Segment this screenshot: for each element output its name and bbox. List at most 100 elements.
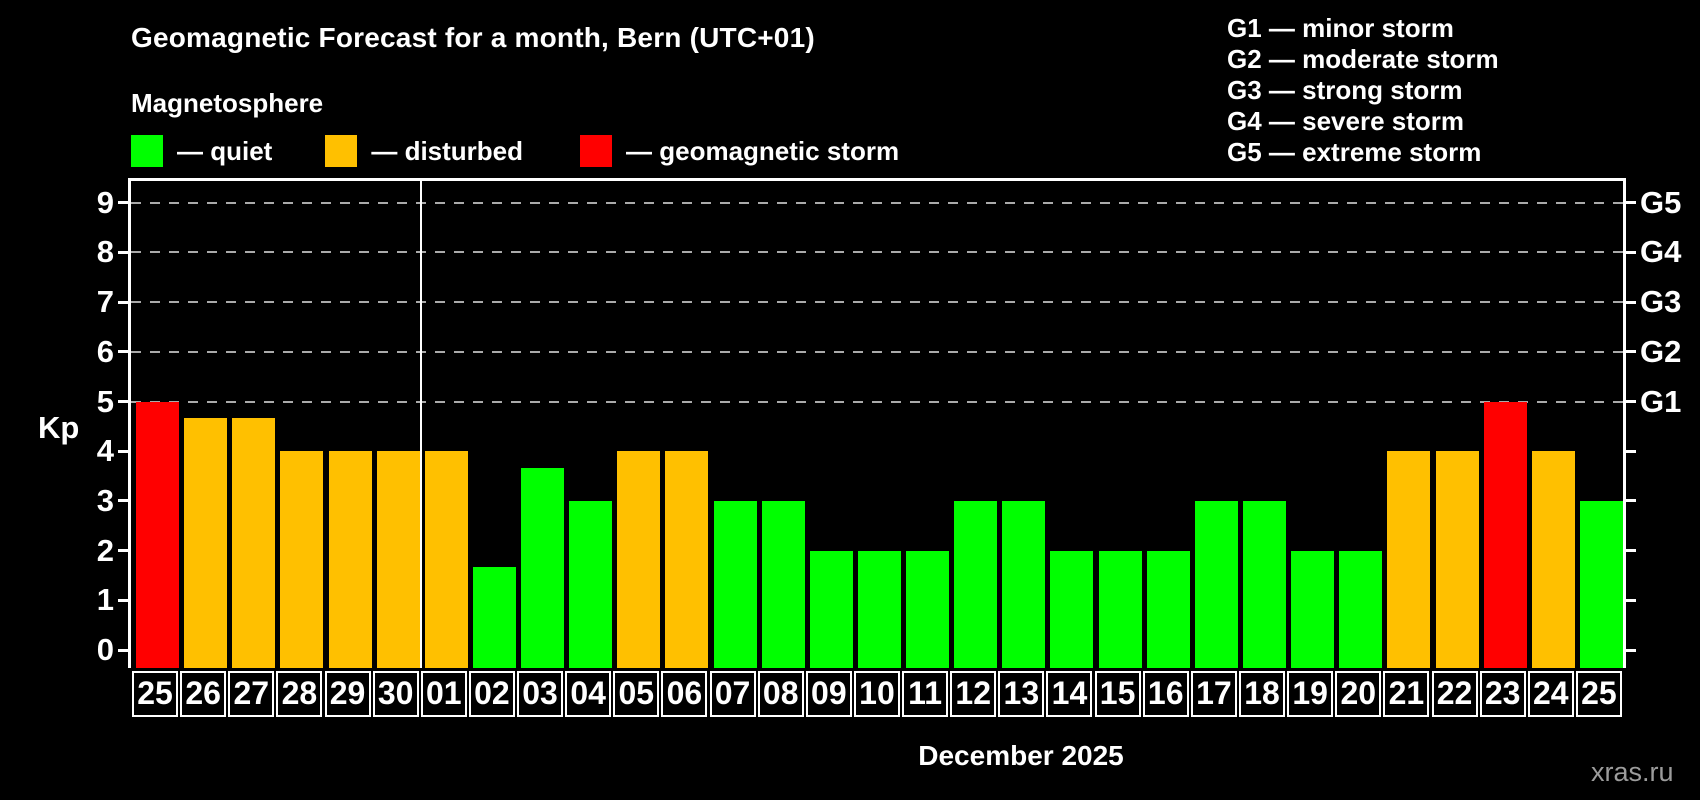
bar-day-04 [569, 500, 613, 668]
x-label-06: 06 [661, 671, 708, 717]
gridline-kp-7 [131, 301, 1623, 304]
x-label-10: 10 [853, 671, 900, 717]
y-tick-right-5 [1626, 400, 1636, 403]
x-label-13: 13 [998, 671, 1045, 717]
bar-day-23 [1483, 401, 1527, 668]
bar-day-05 [617, 451, 661, 668]
bar-day-11 [906, 550, 950, 668]
bar-day-01 [424, 451, 468, 668]
x-label-12: 12 [950, 671, 997, 717]
y-tick-left-3 [118, 499, 128, 503]
y-tick-right-1 [1626, 598, 1636, 602]
x-label-07: 07 [709, 671, 756, 717]
legend-item-label: — quiet [177, 135, 273, 166]
g-axis-label-g2: G2 [1640, 333, 1682, 369]
bar-day-27 [232, 417, 276, 668]
y-axis-label-2: 2 [96, 532, 114, 568]
y-tick-left-1 [118, 598, 128, 602]
legend-item-label: — geomagnetic storm [626, 135, 900, 166]
gridline-kp-8 [131, 251, 1623, 254]
y-tick-right-4 [1626, 449, 1636, 453]
x-label-25: 25 [1575, 671, 1622, 717]
watermark: xras.ru [1591, 757, 1674, 787]
magnetosphere-legend: — quiet — disturbed — geomagnetic storm [131, 135, 899, 167]
x-label-25: 25 [132, 671, 178, 717]
y-axis-label-8: 8 [96, 234, 114, 270]
bar-day-08 [761, 500, 805, 668]
x-label-22: 22 [1431, 671, 1478, 717]
g-axis-label-g1: G1 [1640, 383, 1682, 419]
g-scale-line-g2: G2 — moderate storm [1227, 44, 1499, 74]
y-tick-left-8 [118, 250, 128, 254]
x-axis-title: December 2025 [918, 740, 1124, 771]
g-scale-line-g1: G1 — minor storm [1227, 13, 1454, 43]
kp-axis-title: Kp [38, 410, 80, 445]
x-axis-labels: 25 26 27 28 29 30 01 02 03 04 05 06 07 08 09 10 11 12 13 14… [131, 671, 1623, 717]
x-label-19: 19 [1287, 671, 1334, 717]
y-axis-label-9: 9 [96, 184, 114, 220]
y-tick-right-6 [1626, 350, 1636, 354]
disturbed-swatch-icon [325, 135, 358, 167]
bar-day-03 [521, 467, 565, 668]
x-label-23: 23 [1479, 671, 1526, 717]
bar-day-10 [857, 550, 901, 668]
storm-swatch-icon [580, 135, 613, 167]
y-tick-left-6 [118, 350, 128, 354]
x-label-28: 28 [276, 671, 323, 717]
x-label-09: 09 [805, 671, 852, 717]
x-label-08: 08 [757, 671, 804, 717]
y-axis-label-1: 1 [96, 582, 114, 618]
bar-day-17 [1194, 500, 1238, 668]
x-label-04: 04 [565, 671, 612, 717]
page-title: Geomagnetic Forecast for a month, Bern (… [131, 22, 815, 53]
x-label-03: 03 [517, 671, 564, 717]
bar-day-28 [280, 451, 324, 668]
x-label-30: 30 [372, 671, 419, 717]
g-scale-legend: G1 — minor storm G2 — moderate storm G3 … [1227, 13, 1499, 168]
legend-item-label: — disturbed [371, 135, 524, 166]
x-label-27: 27 [228, 671, 275, 717]
x-label-17: 17 [1190, 671, 1237, 717]
y-tick-left-2 [118, 549, 128, 553]
y-axis-label-7: 7 [96, 284, 114, 320]
bar-day-22 [1435, 451, 1479, 668]
magnetosphere-label: Magnetosphere [131, 88, 324, 118]
x-label-20: 20 [1335, 671, 1382, 717]
g-scale-line-g3: G3 — strong storm [1227, 75, 1463, 105]
bar-day-12 [954, 500, 998, 668]
bar-day-07 [713, 500, 757, 668]
x-label-26: 26 [180, 671, 227, 717]
y-tick-right-2 [1626, 549, 1636, 553]
bar-day-15 [1098, 550, 1142, 668]
bar-day-06 [665, 451, 709, 668]
x-label-24: 24 [1527, 671, 1574, 717]
bar-day-25 [136, 401, 179, 668]
y-tick-left-9 [118, 201, 128, 205]
x-label-18: 18 [1238, 671, 1285, 717]
bar-day-09 [809, 550, 853, 668]
plot-area [118, 178, 1636, 668]
x-label-05: 05 [613, 671, 660, 717]
y-tick-left-5 [118, 400, 128, 403]
y-axis-label-4: 4 [96, 433, 114, 469]
bar-day-24 [1531, 451, 1575, 668]
y-tick-right-8 [1626, 250, 1636, 254]
y-axis-label-5: 5 [96, 383, 114, 419]
y-axis-label-6: 6 [96, 333, 114, 369]
y-tick-right-7 [1626, 300, 1636, 304]
x-label-29: 29 [324, 671, 371, 717]
y-axis-label-0: 0 [96, 632, 114, 667]
x-label-14: 14 [1046, 671, 1093, 717]
bar-day-21 [1387, 451, 1431, 668]
bar-day-20 [1339, 550, 1383, 668]
g-axis-label-g4: G4 [1640, 234, 1682, 270]
x-label-15: 15 [1094, 671, 1141, 717]
x-label-01: 01 [420, 671, 467, 717]
legend-item-disturbed: — disturbed [325, 135, 523, 167]
x-label-16: 16 [1142, 671, 1189, 717]
g-scale-line-g5: G5 — extreme storm [1227, 137, 1482, 167]
y-tick-right-9 [1626, 201, 1636, 205]
x-label-02: 02 [468, 671, 515, 717]
bar-day-25 [1579, 500, 1623, 668]
